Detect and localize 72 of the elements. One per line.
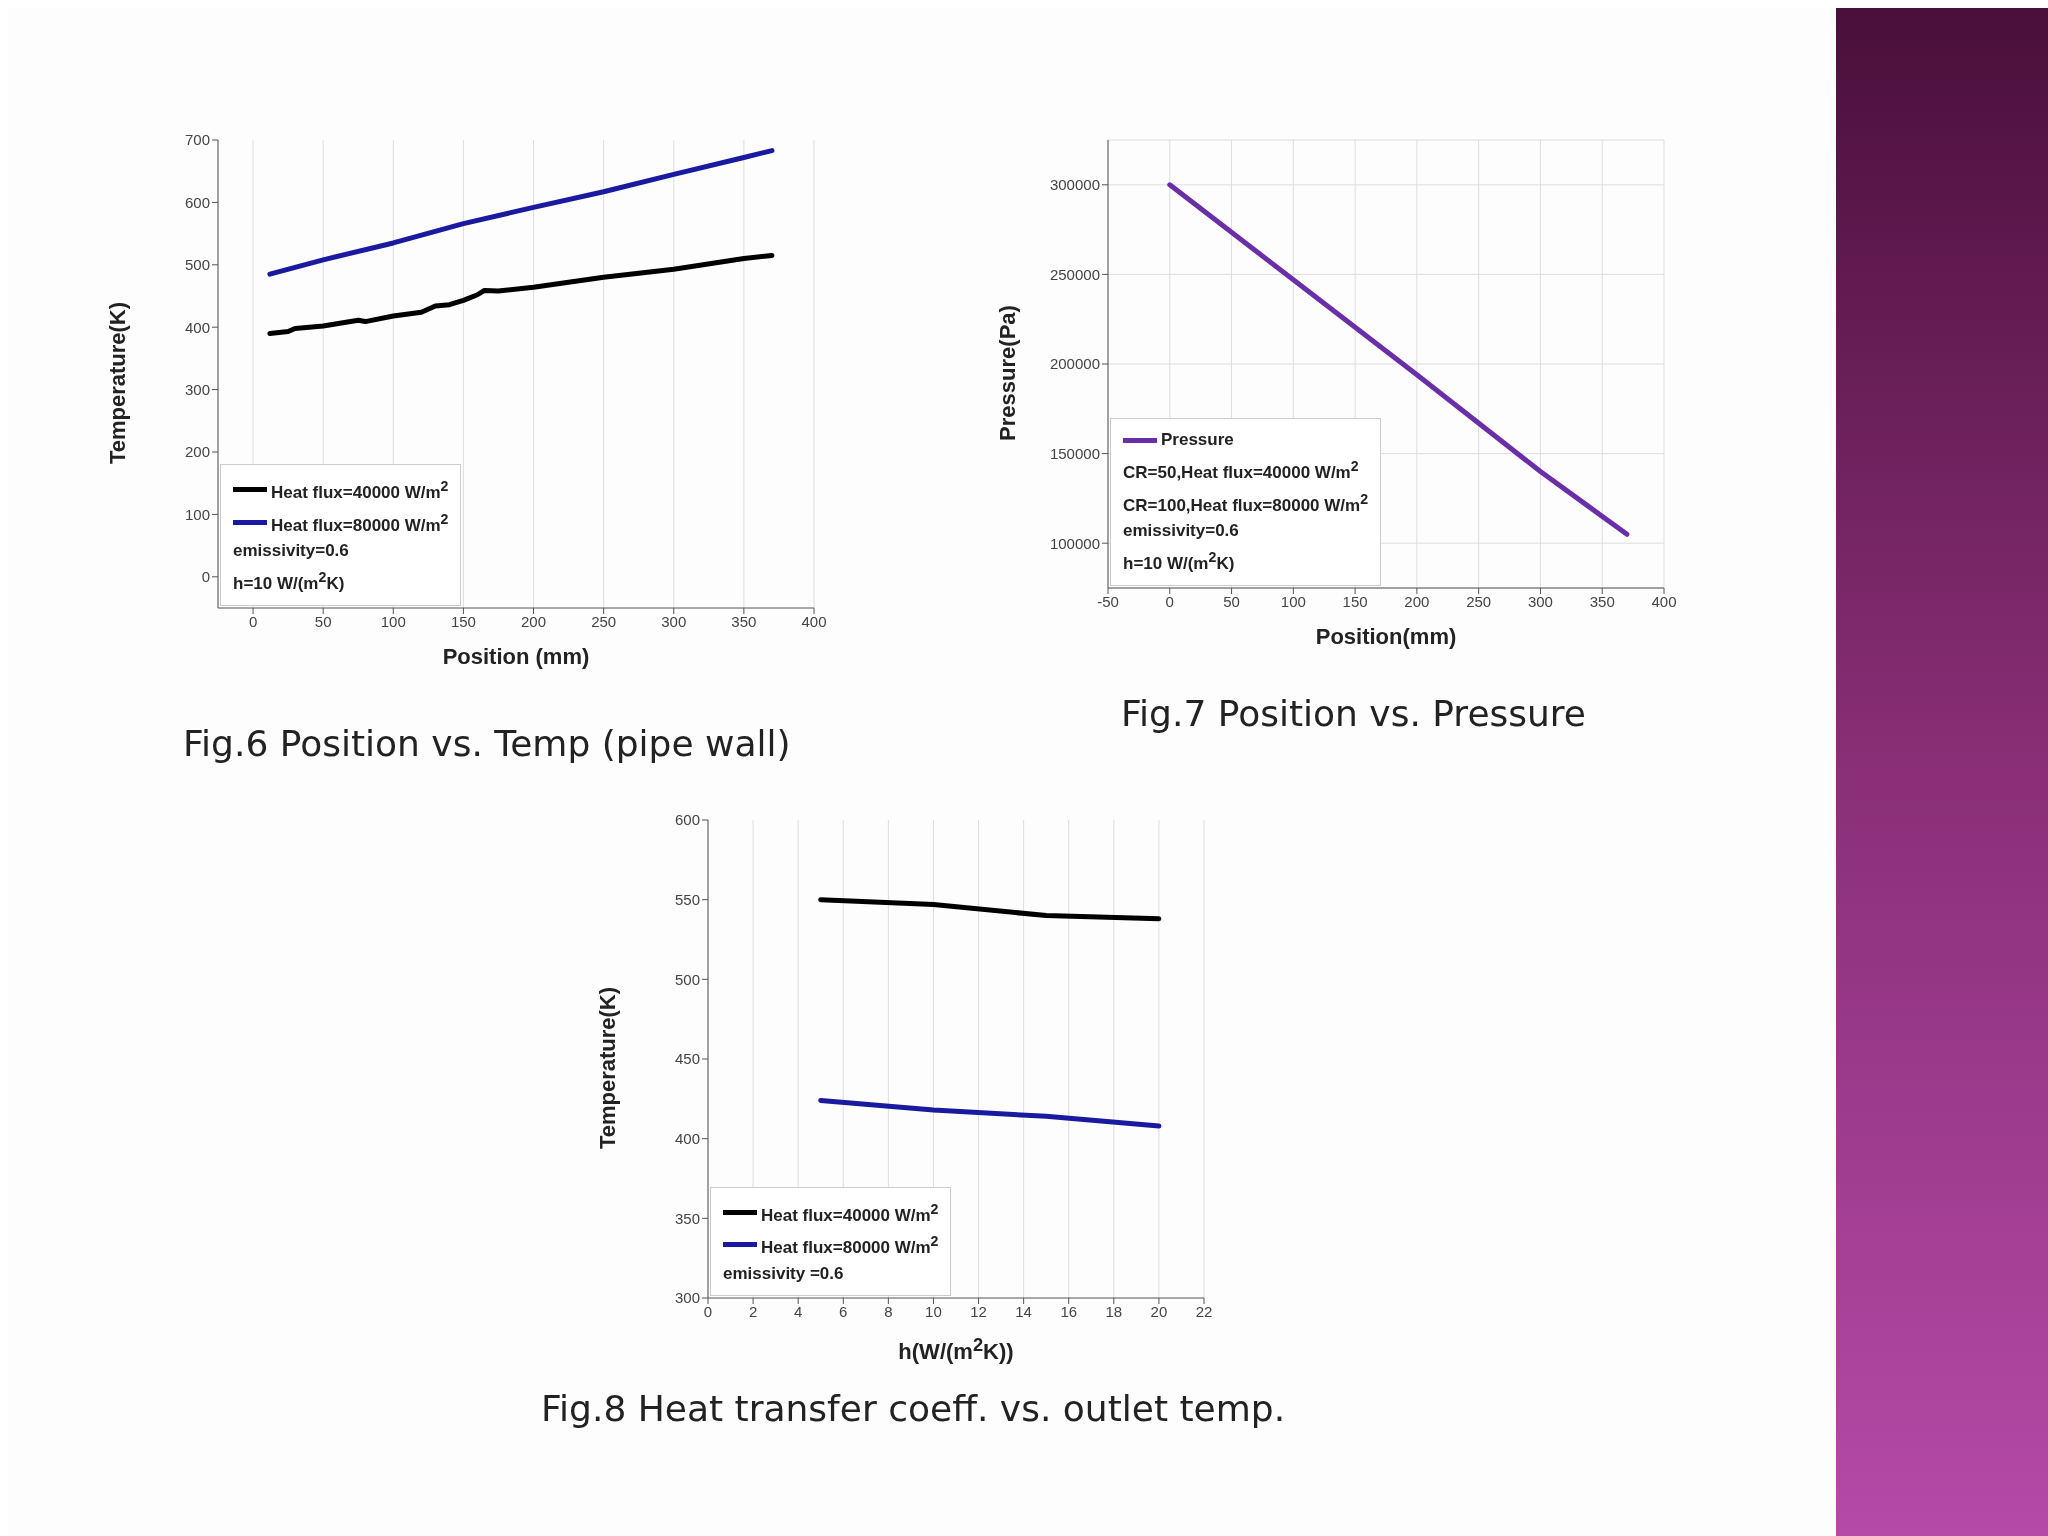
y-tick-label: 150000 (1049, 444, 1100, 462)
x-tick-label: -50 (1097, 592, 1119, 610)
x-tick-label: 0 (248, 612, 258, 630)
annotation: emissivity=0.6 (1123, 520, 1240, 543)
y-tick-label: 100000 (1049, 534, 1100, 552)
annotation: CR=100,Heat flux=80000 W/m$^{2}$ (1123, 489, 1369, 517)
y-tick-label: 300 (674, 1289, 700, 1307)
x-tick-label: 14 (1015, 1302, 1032, 1320)
x-tick-label: 0 (703, 1302, 713, 1320)
y-tick-label: 350 (674, 1209, 700, 1227)
x-tick-label: 250 (1466, 592, 1492, 610)
x-tick-label: 300 (1527, 592, 1553, 610)
x-tick-label: 150 (450, 612, 476, 630)
x-tick-label: 50 (1223, 592, 1240, 610)
legend-label: Pressure (1161, 429, 1234, 452)
x-tick-label: 300 (661, 612, 687, 630)
x-tick-label: 18 (1105, 1302, 1123, 1320)
y-tick-label: 500 (184, 256, 210, 274)
x-tick-label: 10 (925, 1302, 942, 1320)
x-tick-label: 4 (794, 1302, 803, 1320)
text: Fig.6 Position vs. Temp (pipe wall) (183, 723, 791, 764)
legend-label: Heat flux=40000 W/m$^{2}$ (271, 477, 449, 504)
x-axis-title: Position(mm) (1314, 624, 1458, 650)
x-tick-label: 350 (1589, 592, 1615, 610)
x-tick-label: 250 (591, 612, 617, 630)
y-tick-label: 300000 (1049, 176, 1100, 194)
x-tick-label: 22 (1195, 1302, 1213, 1320)
y-tick-label: 300 (184, 380, 210, 398)
annotation: emissivity=0.6 (233, 540, 350, 563)
x-tick-label: 100 (1280, 592, 1306, 610)
y-tick-label: 550 (674, 890, 700, 908)
y-tick-label: 250000 (1049, 265, 1100, 283)
y-axis-title: Temperature(K) (595, 986, 621, 1150)
x-tick-label: 6 (839, 1302, 848, 1320)
legend-label: Heat flux=40000 W/m$^{2}$ (761, 1199, 939, 1227)
x-axis-title: Position (mm) (441, 644, 591, 670)
y-tick-label: 600 (184, 193, 210, 211)
x-tick-label: 0 (1165, 592, 1174, 610)
text: Fig.7 Position vs. Pressure (1121, 693, 1587, 734)
x-tick-label: 20 (1150, 1302, 1168, 1320)
y-tick-label: 450 (674, 1050, 700, 1068)
annotation: h=10 W/(m$^{2}$K) (233, 568, 346, 595)
x-tick-label: 350 (731, 612, 757, 630)
x-tick-label: 150 (1342, 592, 1368, 610)
y-tick-label: 100 (184, 505, 210, 523)
annotation: h=10 W/(m$^{2}$K) (1123, 548, 1236, 575)
y-tick-label: 500 (674, 970, 700, 988)
x-tick-label: 100 (380, 612, 406, 630)
x-tick-label: 400 (801, 612, 827, 630)
x-axis-title: h(W/(m$^{2}$K)) (897, 1334, 1015, 1366)
x-tick-label: 400 (1651, 592, 1677, 610)
x-tick-label: 200 (521, 612, 547, 630)
x-tick-label: 16 (1060, 1302, 1078, 1320)
text: Fig.8 Heat transfer coeff. vs. outlet temp. (541, 1388, 1286, 1429)
x-tick-label: 2 (748, 1302, 758, 1320)
legend-label: Heat flux=80000 W/m$^{2}$ (761, 1232, 939, 1259)
y-tick-label: 400 (674, 1129, 700, 1147)
y-axis-title: Temperature(K) (105, 301, 131, 465)
x-tick-label: 50 (314, 612, 332, 630)
legend-label: Heat flux=80000 W/m$^{2}$ (271, 509, 449, 537)
annotation: CR=50,Heat flux=40000 W/m$^{2}$ (1123, 457, 1360, 484)
y-tick-label: 200 (184, 443, 210, 461)
x-tick-label: 8 (884, 1302, 893, 1320)
y-tick-label: 700 (184, 131, 210, 149)
annotation: emissivity =0.6 (723, 1263, 845, 1285)
x-tick-label: 200 (1404, 592, 1430, 610)
y-tick-label: 200000 (1049, 355, 1100, 373)
y-tick-label: 600 (674, 811, 700, 829)
y-axis-title: Pressure(Pa) (995, 305, 1021, 441)
y-tick-label: 400 (184, 318, 210, 336)
y-tick-label: 0 (201, 568, 210, 586)
x-tick-label: 12 (970, 1302, 987, 1320)
